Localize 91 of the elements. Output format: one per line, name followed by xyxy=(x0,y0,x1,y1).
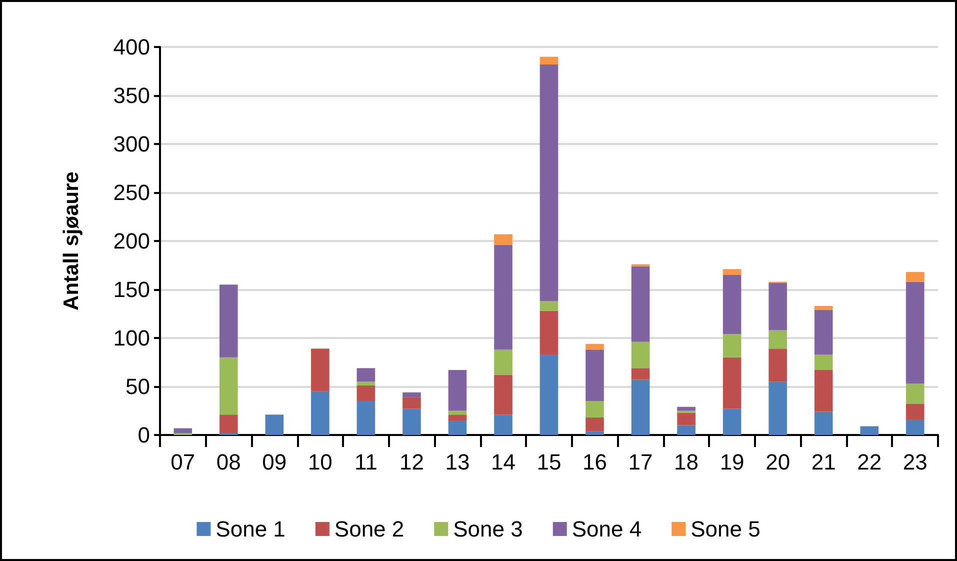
bar xyxy=(768,282,787,330)
bar xyxy=(906,384,924,404)
bar xyxy=(722,334,742,358)
bar xyxy=(402,392,421,398)
x-tick-label: 16 xyxy=(582,450,608,474)
bar xyxy=(677,406,696,411)
bar xyxy=(722,357,742,409)
x-tick-label: 23 xyxy=(902,450,928,474)
bar xyxy=(631,342,650,368)
x-tick-label: 12 xyxy=(399,450,424,474)
x-tick-label: 14 xyxy=(490,450,516,474)
bar xyxy=(540,64,558,302)
legend-label: Sone 5 xyxy=(690,516,760,542)
bar xyxy=(448,420,467,435)
y-tick-label: 0 xyxy=(138,422,150,448)
y-tick-label: 350 xyxy=(113,83,150,108)
bar xyxy=(402,397,421,409)
bar xyxy=(814,370,833,412)
bar xyxy=(311,348,330,392)
legend-label: Sone 3 xyxy=(453,516,523,542)
y-axis-title: Antall sjøaure xyxy=(60,172,83,310)
y-tick-label: 50 xyxy=(126,374,150,399)
bar xyxy=(448,370,467,411)
bar xyxy=(586,418,604,432)
bar xyxy=(586,431,604,435)
bar xyxy=(768,348,787,382)
bar xyxy=(631,368,650,380)
legend-label: Sone 2 xyxy=(334,516,404,542)
legend-label: Sone 1 xyxy=(216,516,286,542)
bar xyxy=(860,426,879,435)
bar xyxy=(768,382,787,435)
bar xyxy=(311,391,330,435)
y-tick-label: 150 xyxy=(113,277,150,302)
bar xyxy=(448,414,467,420)
bar xyxy=(722,408,742,435)
bar xyxy=(540,301,558,311)
bar xyxy=(906,419,924,435)
bar xyxy=(722,274,742,334)
y-tick-label: 300 xyxy=(113,132,150,156)
bar xyxy=(356,382,376,386)
y-tick-label: 400 xyxy=(113,34,150,60)
bar xyxy=(540,354,558,435)
x-tick-label: 20 xyxy=(766,450,790,474)
x-tick-label: 18 xyxy=(674,450,699,474)
bar xyxy=(906,282,924,384)
bar xyxy=(494,374,512,415)
bar xyxy=(677,412,696,426)
x-tick-label: 09 xyxy=(262,450,287,474)
bar xyxy=(586,350,604,402)
bar xyxy=(814,310,833,354)
bar xyxy=(631,380,650,435)
y-tick-label: 100 xyxy=(113,326,150,350)
bar xyxy=(814,306,833,310)
bar xyxy=(494,350,512,375)
y-tick-label: 250 xyxy=(113,180,150,205)
x-tick-label: 08 xyxy=(216,450,241,474)
bar xyxy=(219,414,238,434)
bar xyxy=(356,401,376,435)
bar xyxy=(586,401,604,418)
bar xyxy=(677,425,696,435)
bar xyxy=(494,234,512,245)
x-tick-label: 17 xyxy=(628,450,653,474)
x-tick-label: 22 xyxy=(857,450,882,474)
x-tick-label: 11 xyxy=(354,450,378,474)
bar xyxy=(722,269,742,275)
bar xyxy=(814,412,833,435)
bar xyxy=(265,414,284,435)
y-tick-label: 200 xyxy=(113,228,150,254)
bar xyxy=(494,414,512,435)
x-tick-label: 07 xyxy=(170,450,196,474)
bar xyxy=(540,56,558,64)
bar xyxy=(356,368,376,382)
bar xyxy=(540,310,558,354)
bar xyxy=(768,330,787,349)
x-tick-label: 10 xyxy=(308,450,332,474)
bar xyxy=(219,357,238,415)
bar xyxy=(174,428,192,434)
x-tick-label: 13 xyxy=(445,450,470,474)
bar xyxy=(356,386,376,402)
bar xyxy=(631,266,650,342)
bar xyxy=(586,344,604,350)
bar xyxy=(906,272,924,282)
x-tick-label: 21 xyxy=(811,450,836,474)
bar xyxy=(494,244,512,350)
bar xyxy=(402,408,421,435)
x-tick-label: 19 xyxy=(720,450,744,474)
legend-label: Sone 4 xyxy=(572,516,642,542)
bar xyxy=(814,354,833,370)
bar xyxy=(906,404,924,420)
bar xyxy=(219,284,238,358)
x-tick-label: 15 xyxy=(536,450,562,474)
